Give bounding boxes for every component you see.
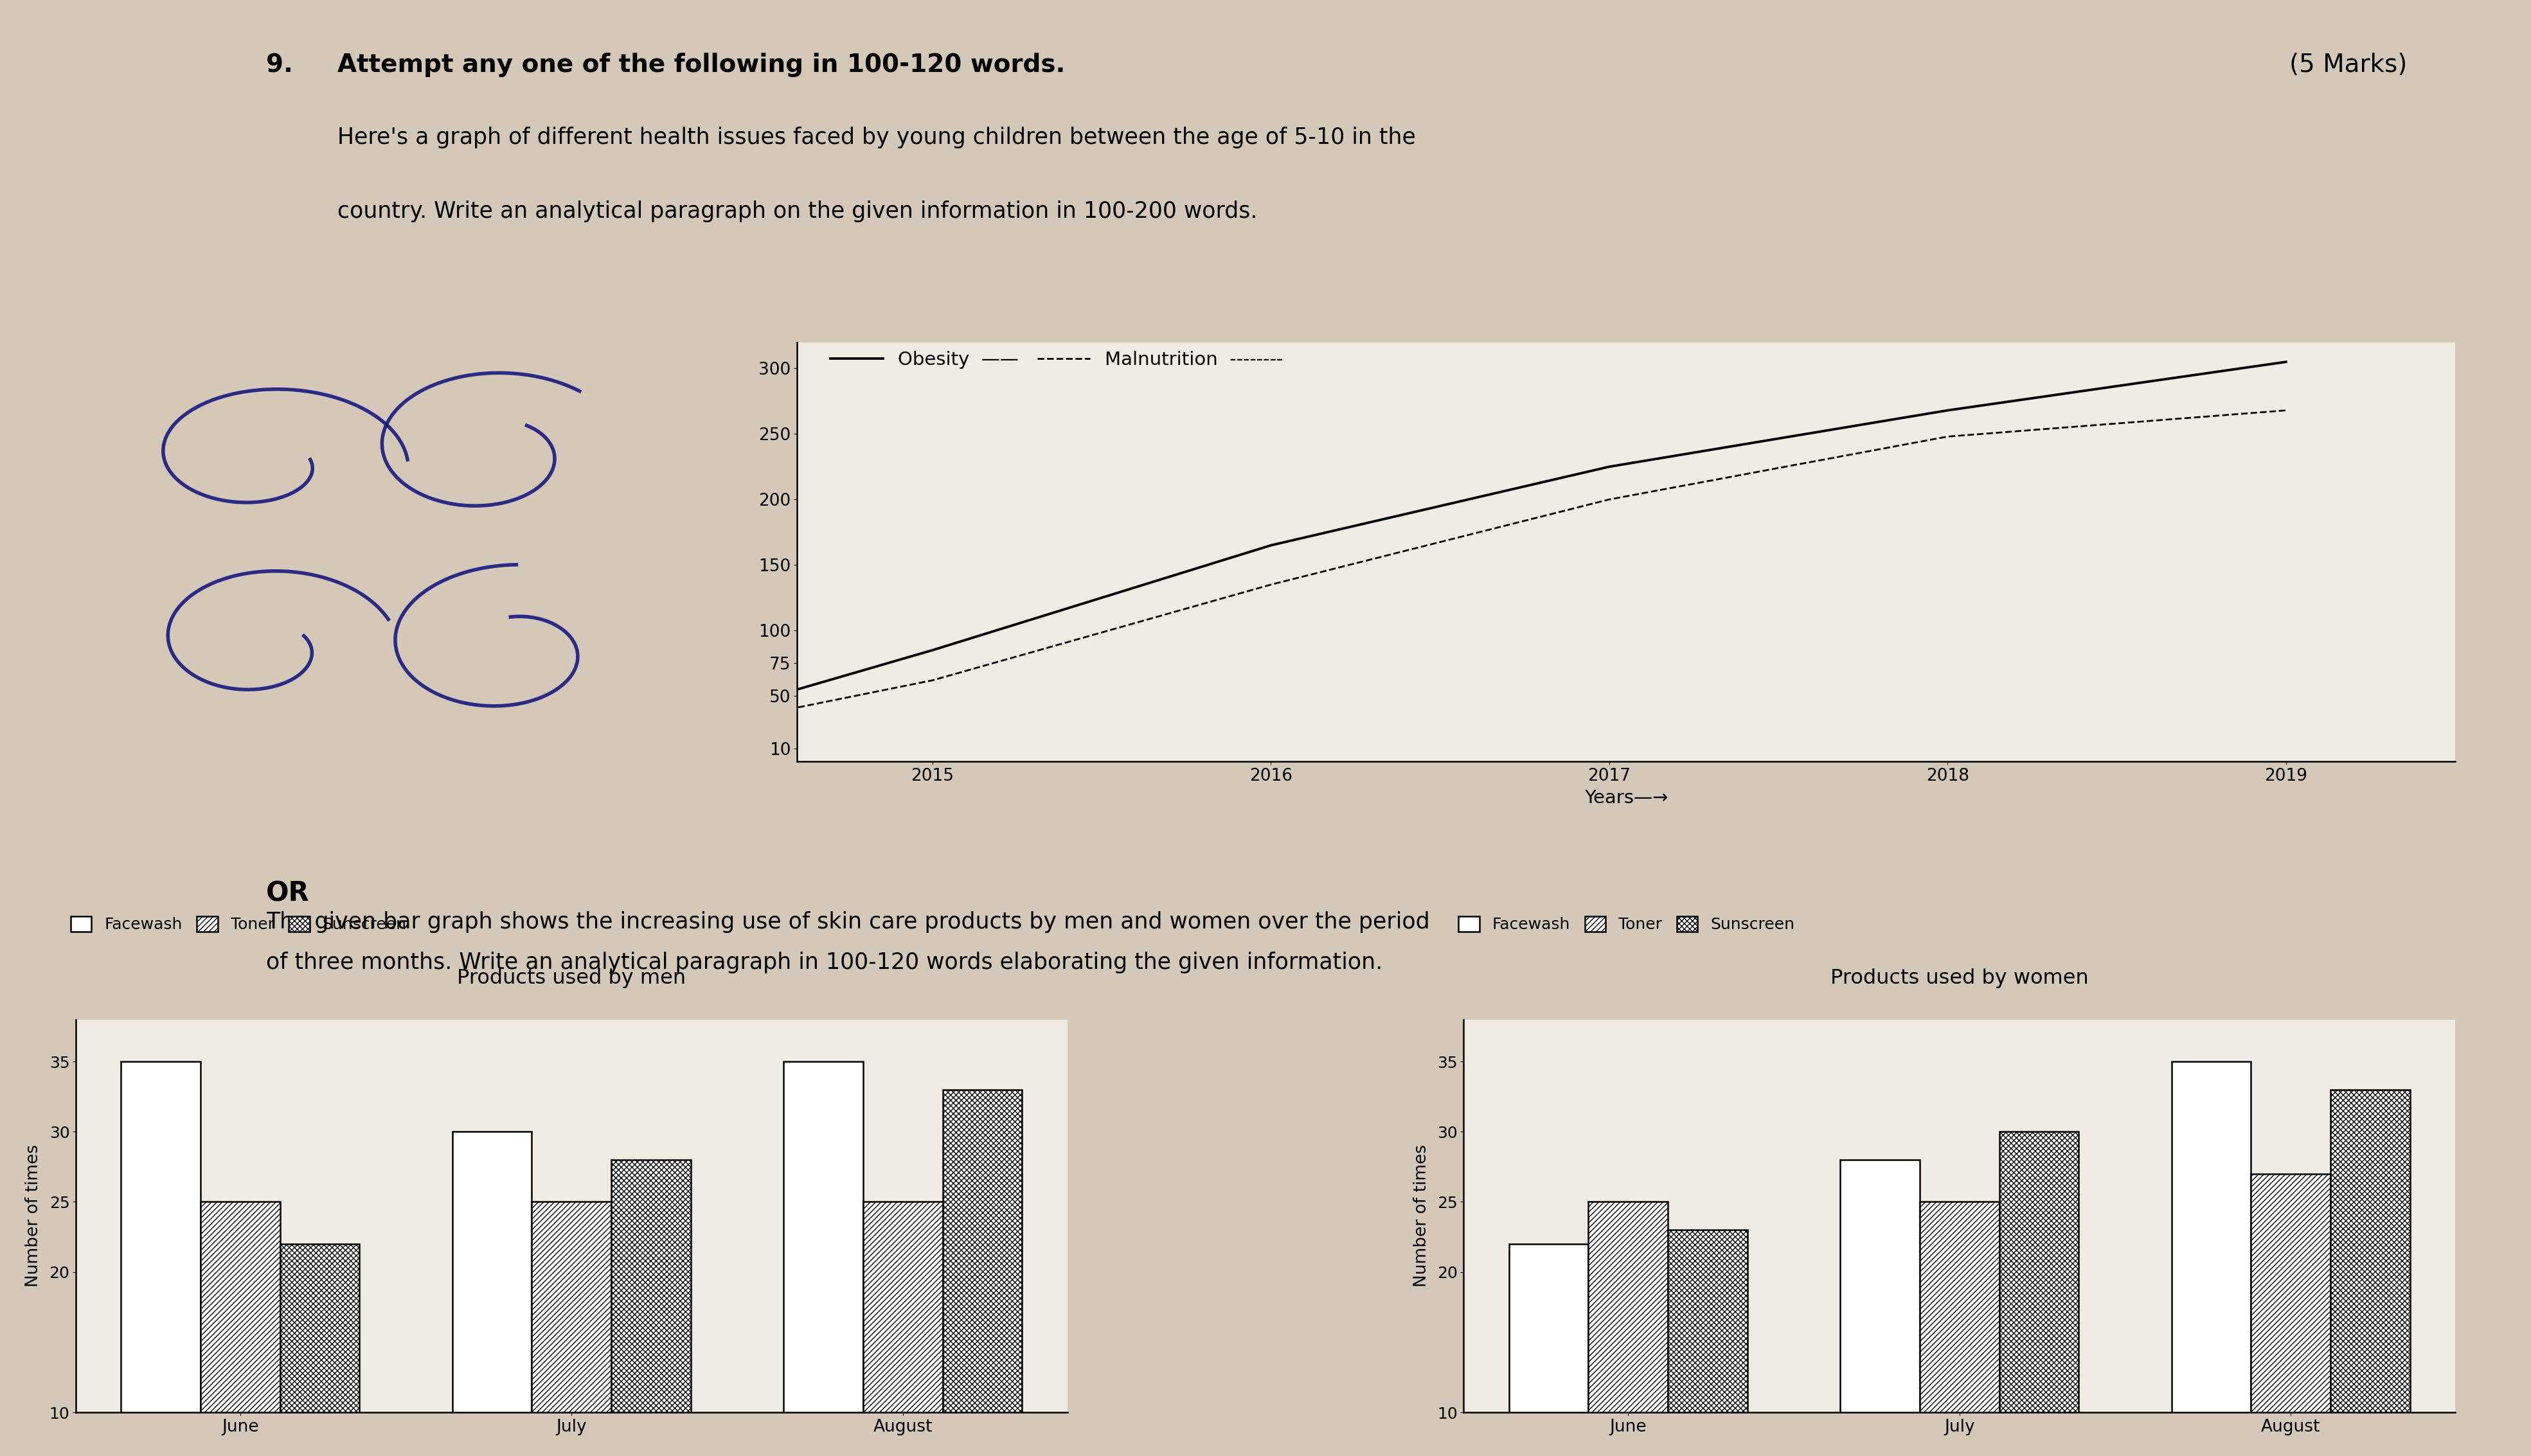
Text: Attempt any one of the following in 100-120 words.: Attempt any one of the following in 100-…	[337, 52, 1066, 77]
X-axis label: Years—→: Years—→	[1584, 789, 1668, 807]
Bar	[1918, 1201, 1999, 1456]
Bar	[942, 1089, 1023, 1456]
Text: 9.: 9.	[266, 52, 294, 77]
Text: The given bar graph shows the increasing use of skin care products by men and wo: The given bar graph shows the increasing…	[266, 911, 1430, 933]
Bar	[121, 1061, 200, 1456]
Bar	[1840, 1160, 1918, 1456]
Title: Products used by women: Products used by women	[1830, 968, 2088, 989]
Bar	[2250, 1174, 2331, 1456]
Bar	[281, 1243, 359, 1456]
Y-axis label: Number of times: Number of times	[1412, 1144, 1430, 1287]
Title: Products used by men: Products used by men	[458, 968, 686, 989]
Text: OR: OR	[266, 879, 309, 907]
Bar	[863, 1201, 942, 1456]
Bar	[453, 1131, 532, 1456]
Bar	[2172, 1061, 2250, 1456]
Bar	[1999, 1131, 2078, 1456]
Text: Here's a graph of different health issues faced by young children between the ag: Here's a graph of different health issue…	[337, 127, 1415, 149]
Bar	[200, 1201, 281, 1456]
Bar	[785, 1061, 863, 1456]
Bar	[532, 1201, 613, 1456]
Text: country. Write an analytical paragraph on the given information in 100-200 words: country. Write an analytical paragraph o…	[337, 201, 1258, 223]
Legend: Obesity  ——, Malnutrition  --------: Obesity ——, Malnutrition --------	[823, 344, 1291, 376]
Bar	[1668, 1230, 1746, 1456]
Text: of three months. Write an analytical paragraph in 100-120 words elaborating the : of three months. Write an analytical par…	[266, 951, 1382, 973]
Bar	[1589, 1201, 1668, 1456]
Bar	[2331, 1089, 2410, 1456]
Legend: Facewash, Toner, Sunscreen: Facewash, Toner, Sunscreen	[1453, 910, 1802, 939]
Y-axis label: Number of times: Number of times	[25, 1144, 43, 1287]
Legend: Facewash, Toner, Sunscreen: Facewash, Toner, Sunscreen	[63, 910, 413, 939]
Text: (5 Marks): (5 Marks)	[2291, 52, 2407, 77]
Bar	[1508, 1243, 1589, 1456]
Bar	[613, 1160, 691, 1456]
